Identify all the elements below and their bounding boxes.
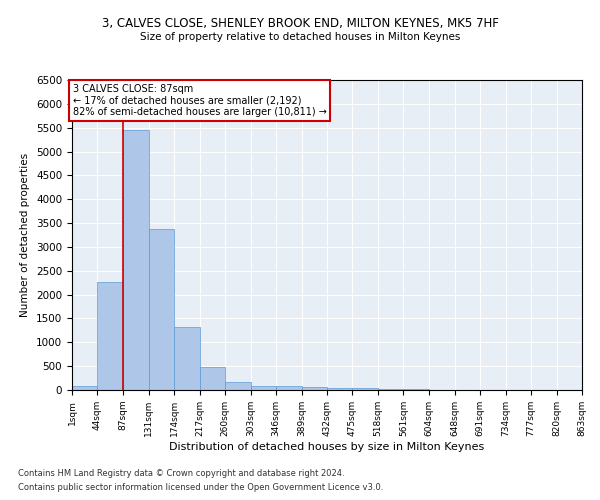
Bar [225,382,251,390]
Bar [72,386,97,390]
Text: 3, CALVES CLOSE, SHENLEY BROOK END, MILTON KEYNES, MK5 7HF: 3, CALVES CLOSE, SHENLEY BROOK END, MILT… [101,18,499,30]
Text: Size of property relative to detached houses in Milton Keynes: Size of property relative to detached ho… [140,32,460,42]
Bar [149,229,175,390]
Bar [97,282,123,390]
Bar [327,388,352,390]
Bar [352,388,378,390]
Text: Contains HM Land Registry data © Crown copyright and database right 2024.: Contains HM Land Registry data © Crown c… [18,468,344,477]
Bar [200,367,225,390]
Bar [123,130,149,390]
Text: Contains public sector information licensed under the Open Government Licence v3: Contains public sector information licen… [18,484,383,492]
X-axis label: Distribution of detached houses by size in Milton Keynes: Distribution of detached houses by size … [169,442,485,452]
Bar [302,388,327,390]
Y-axis label: Number of detached properties: Number of detached properties [20,153,31,317]
Text: 3 CALVES CLOSE: 87sqm
← 17% of detached houses are smaller (2,192)
82% of semi-d: 3 CALVES CLOSE: 87sqm ← 17% of detached … [73,84,326,117]
Bar [175,327,200,390]
Bar [378,388,403,390]
Bar [251,386,276,390]
Bar [276,386,302,390]
